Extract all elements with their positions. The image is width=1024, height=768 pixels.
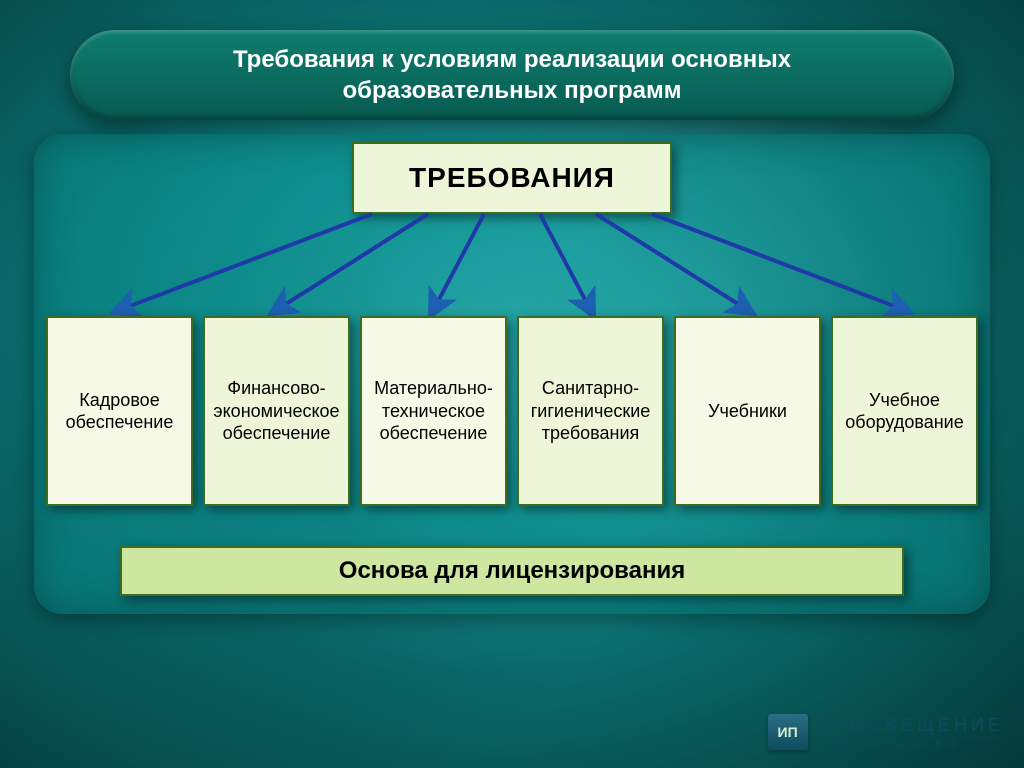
root-label: ТРЕБОВАНИЯ (409, 162, 615, 194)
title-pill: Требования к условиям реализации основны… (70, 30, 954, 120)
title-line-1: Требования к условиям реализации основны… (233, 44, 791, 75)
leaf-box: Материально-техническое обеспечение (360, 316, 507, 506)
root-box: ТРЕБОВАНИЯ (352, 142, 672, 214)
leaf-box: Финансово-экономическое обеспечение (203, 316, 350, 506)
footer-bar: Основа для лицензирования (120, 546, 904, 596)
publisher-logo-icon: ИП (768, 714, 808, 750)
publisher: ИП ПРОСВЕЩЕНИЕ ИЗДАТЕЛЬСТВО (768, 714, 1004, 750)
leaf-box: Учебное оборудование (831, 316, 978, 506)
leaf-row: Кадровое обеспечениеФинансово-экономичес… (46, 316, 978, 506)
title-line-2: образовательных программ (343, 75, 682, 106)
publisher-name: ПРОСВЕЩЕНИЕ (818, 716, 1004, 734)
footer-label: Основа для лицензирования (339, 557, 685, 585)
slide: Требования к условиям реализации основны… (0, 0, 1024, 768)
publisher-subtitle: ИЗДАТЕЛЬСТВО (818, 737, 1004, 749)
leaf-box: Учебники (674, 316, 821, 506)
leaf-box: Санитарно-гигиенические требования (517, 316, 664, 506)
leaf-box: Кадровое обеспечение (46, 316, 193, 506)
